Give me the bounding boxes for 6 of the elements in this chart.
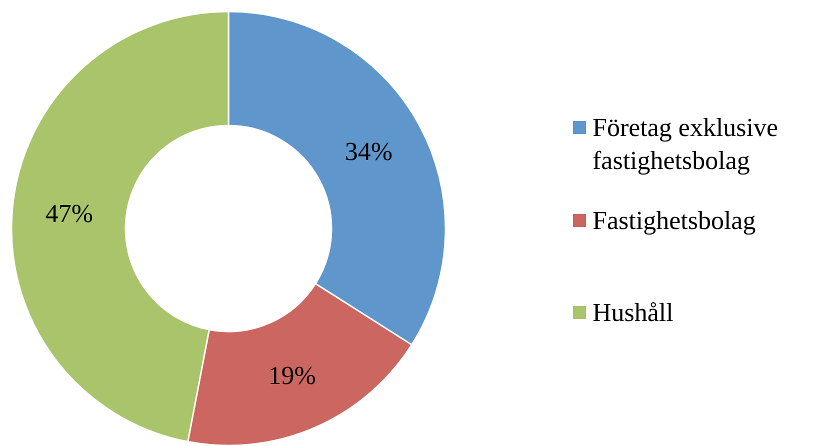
data-label: 34% xyxy=(344,136,393,166)
data-label: 19% xyxy=(268,360,316,390)
legend-label: Hushåll xyxy=(592,298,674,327)
data-label: 47% xyxy=(45,198,94,228)
legend-label: Företag exklusive fastighetsbolag xyxy=(592,113,778,175)
legend-label: Fastighetsbolag xyxy=(592,206,756,235)
